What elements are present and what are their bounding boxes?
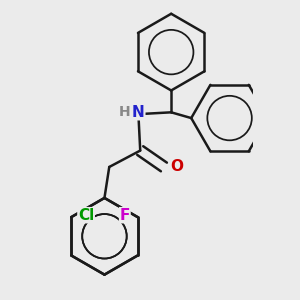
Text: H: H xyxy=(119,105,131,119)
Text: O: O xyxy=(171,160,184,175)
Text: Cl: Cl xyxy=(78,208,94,223)
Text: F: F xyxy=(120,208,130,223)
Text: N: N xyxy=(132,105,145,120)
